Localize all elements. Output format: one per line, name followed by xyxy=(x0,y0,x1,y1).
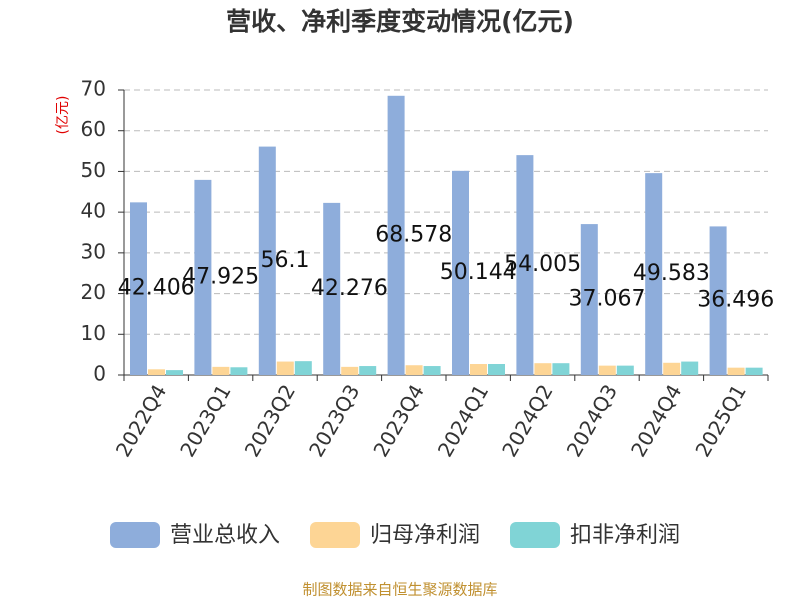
bar xyxy=(405,365,423,375)
x-tick-label: 2023Q2 xyxy=(240,380,300,461)
bar xyxy=(276,361,294,375)
legend-label: 归母净利润 xyxy=(370,523,480,548)
bar xyxy=(663,362,681,375)
x-tick-label: 2023Q1 xyxy=(175,380,235,461)
x-tick-label: 2024Q3 xyxy=(562,380,622,461)
bar xyxy=(130,202,147,375)
x-tick-label: 2022Q4 xyxy=(111,380,171,461)
bar xyxy=(598,365,616,375)
data-label: 50.144 xyxy=(440,260,517,285)
x-tick-label: 2024Q4 xyxy=(626,380,686,461)
y-tick-label: 40 xyxy=(81,199,106,223)
y-axis-label: (亿元) xyxy=(55,96,71,135)
bar xyxy=(470,364,487,375)
data-label: 68.578 xyxy=(375,222,452,247)
bar xyxy=(580,224,598,375)
y-tick-label: 50 xyxy=(81,158,106,182)
data-label: 56.1 xyxy=(261,248,310,273)
x-tick-label: 2025Q1 xyxy=(690,380,750,461)
bar xyxy=(534,363,552,375)
data-label: 36.496 xyxy=(697,288,774,313)
data-label: 42.276 xyxy=(311,276,388,301)
bar xyxy=(616,365,634,375)
bar xyxy=(148,369,165,375)
data-label: 42.406 xyxy=(118,276,195,301)
legend-swatch xyxy=(310,522,360,548)
bar xyxy=(645,173,663,375)
x-tick-label: 2023Q3 xyxy=(304,380,364,461)
bar xyxy=(516,155,534,375)
bar xyxy=(488,364,505,375)
y-tick-label: 10 xyxy=(81,321,106,345)
bar xyxy=(341,366,359,375)
data-label: 47.925 xyxy=(182,264,259,289)
y-tick-label: 20 xyxy=(81,280,106,304)
data-label: 37.067 xyxy=(569,287,646,312)
bar xyxy=(727,367,745,375)
legend-label: 扣非净利润 xyxy=(570,523,680,548)
data-label: 49.583 xyxy=(633,261,710,286)
chart-title: 营收、净利季度变动情况(亿元) xyxy=(226,7,574,36)
y-tick-label: 60 xyxy=(81,117,106,141)
bar xyxy=(359,366,377,375)
y-tick-label: 70 xyxy=(81,77,106,101)
bar xyxy=(552,363,570,375)
y-tick-label: 0 xyxy=(93,362,106,386)
data-label: 54.005 xyxy=(504,252,581,277)
source-note: 制图数据来自恒生聚源数据库 xyxy=(302,581,497,599)
legend-label: 营业总收入 xyxy=(170,523,280,548)
bar xyxy=(258,146,276,375)
bar xyxy=(387,95,405,375)
bar xyxy=(166,370,183,375)
x-tick-label: 2024Q1 xyxy=(433,380,493,461)
bar xyxy=(681,361,699,375)
bar xyxy=(230,367,248,375)
bar xyxy=(323,202,341,375)
bar xyxy=(194,179,212,375)
bar xyxy=(423,366,441,375)
legend-swatch xyxy=(110,522,160,548)
bar xyxy=(709,226,727,375)
bar xyxy=(452,170,469,375)
y-tick-label: 30 xyxy=(81,239,106,263)
bar xyxy=(745,367,763,375)
x-tick-label: 2024Q2 xyxy=(497,380,557,461)
x-tick-label: 2023Q4 xyxy=(368,380,428,461)
bar xyxy=(294,361,312,375)
legend-swatch xyxy=(510,522,560,548)
bar xyxy=(212,366,230,375)
